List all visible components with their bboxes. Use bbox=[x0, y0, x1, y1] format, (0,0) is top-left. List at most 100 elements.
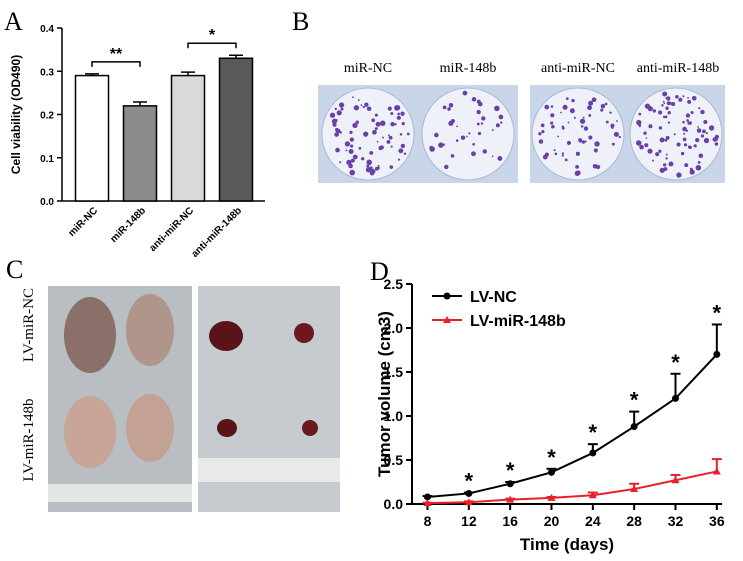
colony bbox=[649, 107, 651, 110]
colony bbox=[369, 166, 373, 170]
y-axis-label: Tumor volume (cm3) bbox=[375, 311, 394, 477]
tumor bbox=[302, 420, 318, 436]
colony bbox=[358, 146, 362, 150]
colony bbox=[636, 119, 642, 126]
colony bbox=[349, 137, 354, 142]
point bbox=[424, 493, 431, 501]
mouse-photo bbox=[48, 286, 192, 512]
colony bbox=[605, 120, 609, 124]
photo-label: LV-miR-148b bbox=[21, 398, 37, 481]
colony bbox=[352, 122, 358, 129]
colony bbox=[613, 131, 619, 137]
significance: * bbox=[465, 469, 474, 494]
colony bbox=[498, 114, 504, 120]
colony bbox=[557, 135, 560, 138]
colony bbox=[382, 136, 385, 139]
colony bbox=[538, 132, 542, 136]
colony bbox=[687, 97, 689, 99]
colony bbox=[664, 115, 668, 119]
colony bbox=[664, 138, 668, 142]
colony bbox=[593, 148, 598, 153]
photo-label: miR-148b bbox=[440, 61, 497, 76]
colony bbox=[450, 154, 455, 158]
colony bbox=[366, 106, 372, 112]
colony bbox=[361, 157, 365, 161]
colony bbox=[697, 160, 701, 164]
colony bbox=[690, 111, 694, 115]
colony bbox=[595, 164, 601, 170]
y-tick-label: 0.1 bbox=[40, 154, 54, 165]
colony bbox=[551, 124, 555, 129]
colony bbox=[497, 156, 503, 161]
colony bbox=[587, 105, 592, 111]
colony bbox=[550, 113, 555, 118]
ruler bbox=[48, 484, 192, 502]
x-tick-label: 36 bbox=[709, 513, 725, 529]
colony bbox=[702, 129, 706, 134]
colony bbox=[491, 129, 494, 132]
x-tick-label: 32 bbox=[668, 513, 684, 529]
colony bbox=[682, 95, 685, 98]
legend-label: LV-NC bbox=[470, 289, 517, 306]
significance: * bbox=[713, 300, 722, 325]
colony bbox=[662, 115, 666, 119]
legend-marker bbox=[443, 292, 451, 300]
x-tick-label: 16 bbox=[502, 513, 518, 529]
colony bbox=[588, 135, 593, 140]
colony bbox=[471, 97, 477, 102]
panel-label: B bbox=[292, 7, 309, 36]
colony bbox=[680, 151, 685, 156]
colony bbox=[390, 112, 394, 116]
colony bbox=[335, 147, 340, 153]
colony bbox=[344, 141, 351, 147]
colony bbox=[571, 98, 575, 103]
colony bbox=[588, 114, 592, 117]
colony bbox=[495, 123, 500, 128]
colony bbox=[369, 168, 376, 175]
colony bbox=[644, 103, 651, 109]
colony bbox=[565, 97, 569, 101]
colony bbox=[582, 116, 585, 119]
colony bbox=[635, 140, 642, 146]
colony bbox=[665, 106, 669, 110]
photo-label: LV-miR-NC bbox=[21, 288, 37, 362]
colony bbox=[550, 105, 554, 108]
photo-label: miR-NC bbox=[344, 61, 392, 76]
colony bbox=[389, 165, 394, 169]
colony bbox=[387, 106, 392, 111]
colony bbox=[388, 135, 393, 140]
colony bbox=[647, 148, 653, 154]
y-tick-label: 0.0 bbox=[384, 496, 404, 512]
significance-bracket bbox=[187, 42, 237, 49]
point bbox=[589, 449, 597, 457]
colony bbox=[714, 142, 719, 146]
colony bbox=[705, 132, 708, 135]
colony bbox=[442, 143, 446, 146]
colony bbox=[682, 120, 685, 124]
colony bbox=[353, 105, 360, 111]
colony bbox=[652, 109, 657, 113]
bar bbox=[74, 74, 110, 202]
tumor bbox=[209, 321, 243, 351]
y-tick-label: 0.0 bbox=[40, 197, 54, 208]
colony bbox=[362, 105, 365, 109]
colony bbox=[579, 118, 586, 124]
tumor-photo bbox=[198, 286, 340, 512]
colony bbox=[394, 123, 397, 126]
colony bbox=[335, 127, 339, 132]
x-tick-label: 12 bbox=[461, 513, 477, 529]
colony bbox=[648, 108, 651, 111]
colony bbox=[604, 102, 608, 106]
colony bbox=[332, 122, 337, 127]
colony bbox=[334, 132, 339, 137]
colony bbox=[396, 115, 401, 120]
y-tick-label: 2.0 bbox=[384, 320, 404, 336]
colony bbox=[403, 152, 407, 155]
colony bbox=[695, 138, 700, 143]
colony bbox=[374, 113, 378, 117]
colony bbox=[661, 104, 664, 107]
point bbox=[423, 499, 432, 507]
colony bbox=[472, 142, 475, 146]
colony bbox=[594, 141, 600, 147]
